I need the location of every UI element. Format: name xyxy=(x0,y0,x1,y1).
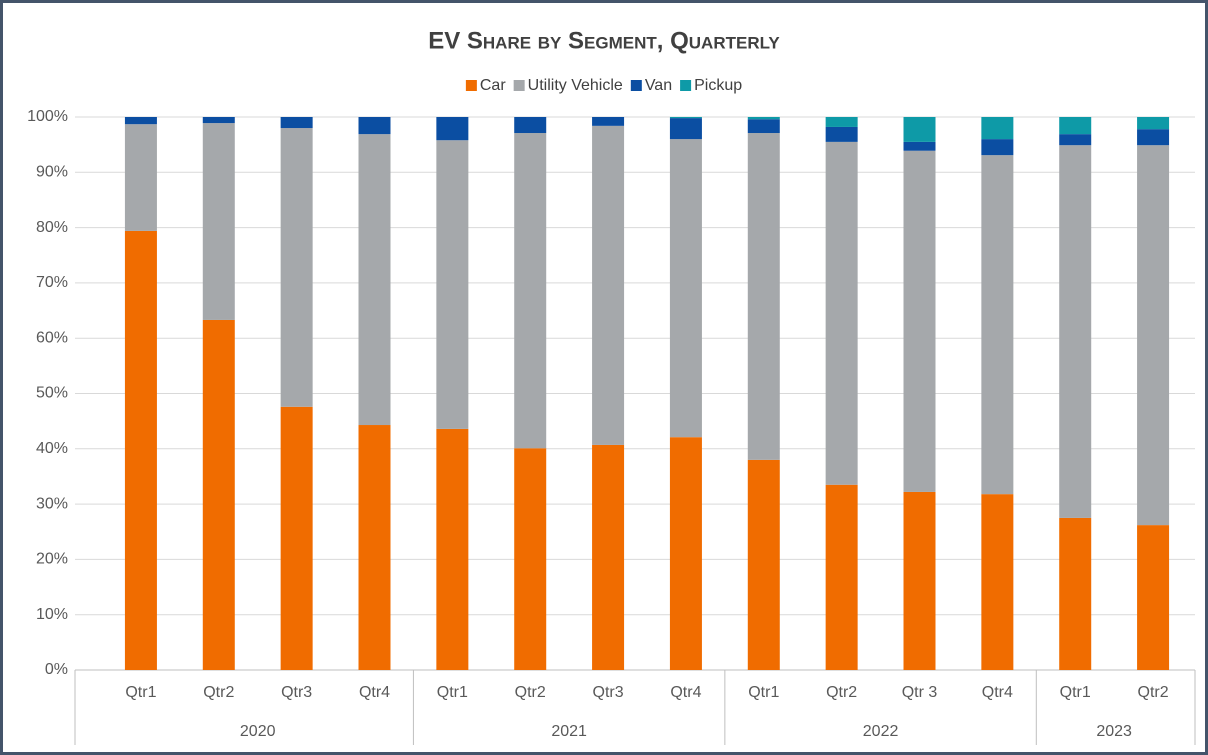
y-tick-label: 80% xyxy=(36,219,68,236)
bar-segment xyxy=(202,319,235,670)
x-tick-label: Qtr4 xyxy=(982,684,1013,701)
x-tick-label: Qtr4 xyxy=(359,684,390,701)
y-tick-label: 90% xyxy=(36,164,68,181)
group-label: 2022 xyxy=(863,723,899,740)
bar-segment xyxy=(124,230,157,670)
y-tick-label: 70% xyxy=(36,274,68,291)
legend-label: Van xyxy=(645,77,672,94)
bar-segment xyxy=(981,155,1014,495)
x-tick-label: Qtr4 xyxy=(670,684,701,701)
bar-segment xyxy=(436,140,469,429)
bar-segment xyxy=(514,117,547,134)
legend-swatch xyxy=(513,80,525,91)
y-tick-label: 60% xyxy=(36,329,68,346)
x-tick-label: Qtr3 xyxy=(593,684,624,701)
bar-segment xyxy=(358,117,391,135)
x-tick-label: Qtr2 xyxy=(203,684,234,701)
bar-segment xyxy=(1137,129,1170,146)
legend-label: Pickup xyxy=(694,77,742,94)
x-tick-label: Qtr1 xyxy=(125,684,156,701)
bar-segment xyxy=(669,118,702,140)
bar-segment xyxy=(1059,117,1092,135)
y-tick-label: 10% xyxy=(36,606,68,623)
bar-segment xyxy=(903,491,936,670)
y-tick-label: 100% xyxy=(27,108,68,125)
x-tick-label: Qtr1 xyxy=(437,684,468,701)
bar-segment xyxy=(903,150,936,492)
bar-segment xyxy=(358,134,391,426)
bar-segment xyxy=(514,448,547,670)
y-tick-label: 50% xyxy=(36,385,68,402)
y-tick-label: 30% xyxy=(36,495,68,512)
bar-segment xyxy=(436,428,469,670)
x-tick-label: Qtr2 xyxy=(826,684,857,701)
legend-label: Car xyxy=(480,77,506,94)
bar-segment xyxy=(903,141,936,151)
bar-segment xyxy=(981,117,1014,140)
x-tick-label: Qtr1 xyxy=(1060,684,1091,701)
bar-segment xyxy=(202,117,235,124)
bar-segment xyxy=(825,484,858,670)
bar-segment xyxy=(903,117,936,142)
bar-segment xyxy=(124,117,157,125)
bar-segment xyxy=(669,117,702,119)
bar-segment xyxy=(1059,517,1092,670)
x-tick-label: Qtr1 xyxy=(748,684,779,701)
bar-segment xyxy=(202,123,235,320)
bar-segment xyxy=(1137,117,1170,130)
chart-title: EV Share by Segment, Quarterly xyxy=(428,27,780,54)
y-tick-label: 40% xyxy=(36,440,68,457)
legend-swatch xyxy=(630,80,642,91)
bar-segment xyxy=(436,117,469,141)
group-label: 2023 xyxy=(1096,723,1132,740)
bar-segment xyxy=(280,406,313,670)
x-tick-label: Qtr2 xyxy=(515,684,546,701)
x-tick-label: Qtr3 xyxy=(281,684,312,701)
group-label: 2020 xyxy=(240,723,276,740)
legend-swatch xyxy=(680,80,692,91)
bar-segment xyxy=(592,125,625,445)
y-tick-label: 20% xyxy=(36,551,68,568)
bar-segment xyxy=(747,133,780,460)
bar-segment xyxy=(1059,145,1092,518)
bar-segment xyxy=(669,437,702,670)
bar-segment xyxy=(280,117,313,129)
bar-segment xyxy=(669,139,702,438)
bar-segment xyxy=(1059,134,1092,146)
bar-segment xyxy=(514,133,547,449)
legend: Car Utility Vehicle Van Pickup xyxy=(465,77,742,94)
bar-segment xyxy=(747,459,780,670)
bar-segment xyxy=(358,425,391,670)
bar-segment xyxy=(124,124,157,231)
bar-segment xyxy=(825,117,858,127)
bar-segment xyxy=(1137,145,1170,526)
bar-segment xyxy=(280,128,313,407)
x-tick-label: Qtr 3 xyxy=(902,684,938,701)
bar-segment xyxy=(1137,525,1170,670)
y-tick-label: 0% xyxy=(45,661,68,678)
bar-segment xyxy=(747,119,780,134)
bar-segment xyxy=(981,139,1014,156)
bar-segment xyxy=(825,141,858,485)
legend-swatch xyxy=(465,80,477,91)
group-label: 2021 xyxy=(551,723,587,740)
bar-segment xyxy=(592,117,625,126)
x-tick-label: Qtr2 xyxy=(1138,684,1169,701)
bar-segment xyxy=(747,117,780,120)
legend-label: Utility Vehicle xyxy=(528,77,623,94)
bar-segment xyxy=(981,494,1014,670)
bar-segment xyxy=(825,126,858,142)
bar-segment xyxy=(592,444,625,670)
